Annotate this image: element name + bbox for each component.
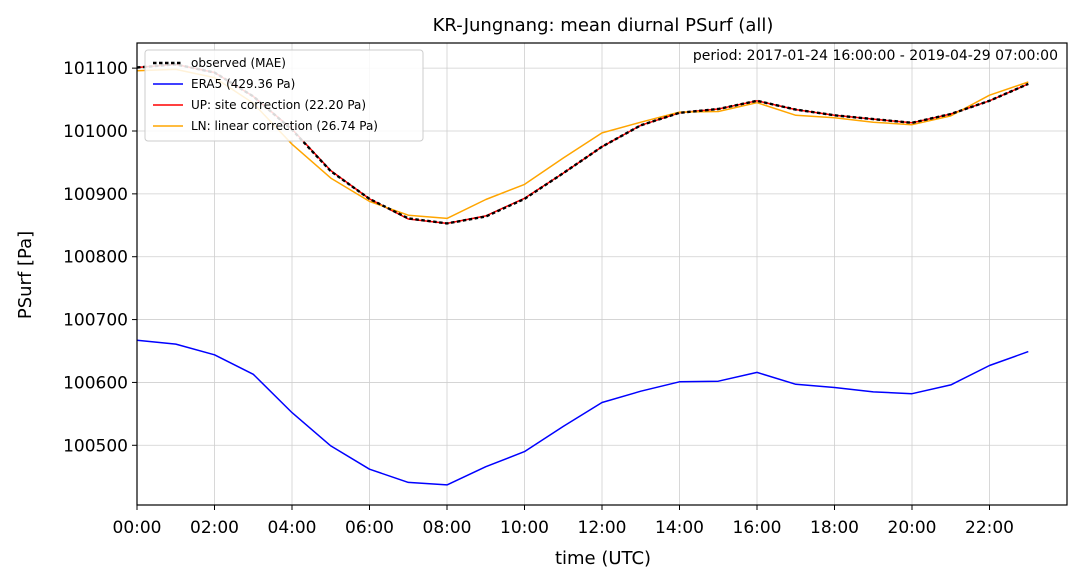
y-tick-label: 100600 [63, 373, 128, 393]
y-tick-label: 100500 [63, 436, 128, 456]
x-tick-label: 18:00 [810, 518, 859, 538]
y-tick-label: 100800 [63, 248, 128, 268]
chart-title: KR-Jungnang: mean diurnal PSurf (all) [433, 15, 774, 36]
x-tick-label: 16:00 [733, 518, 782, 538]
x-tick-label: 20:00 [888, 518, 937, 538]
legend-label: UP: site correction (22.20 Pa) [191, 98, 366, 112]
x-tick-label: 00:00 [113, 518, 162, 538]
series-line-0 [136, 339, 1029, 486]
legend-label: LN: linear correction (26.74 Pa) [191, 119, 378, 133]
legend-box [144, 49, 424, 142]
legend-label: ERA5 (429.36 Pa) [191, 77, 295, 91]
x-tick-label: 22:00 [965, 518, 1014, 538]
legend-label: observed (MAE) [191, 56, 286, 70]
x-tick-label: 02:00 [190, 518, 239, 538]
x-tick-label: 08:00 [423, 518, 472, 538]
period-annotation: period: 2017-01-24 16:00:00 - 2019-04-29… [693, 48, 1058, 64]
y-tick-label: 101100 [63, 59, 128, 79]
x-tick-label: 12:00 [578, 518, 627, 538]
y-tick-label: 100900 [63, 185, 128, 205]
x-axis: 00:00 02:00 04:00 06:00 08:00 10:00 12:00 14:00… [113, 505, 1014, 538]
x-tick-label: 04:00 [268, 518, 317, 538]
y-axis: 100500 100600 100700 100800 100900 101000 1011… [63, 59, 137, 456]
x-tick-label: 10:00 [500, 518, 549, 538]
x-tick-label: 06:00 [345, 518, 394, 538]
y-tick-label: 101000 [63, 122, 128, 142]
y-axis-title: PSurf [Pa] [15, 231, 36, 319]
legend: observed (MAE) ERA5 (429.36 Pa) UP: site c… [144, 49, 424, 142]
series-line-3 [136, 63, 1029, 225]
x-tick-label: 14:00 [655, 518, 704, 538]
x-axis-title: time (UTC) [555, 548, 651, 569]
y-tick-label: 100700 [63, 311, 128, 331]
